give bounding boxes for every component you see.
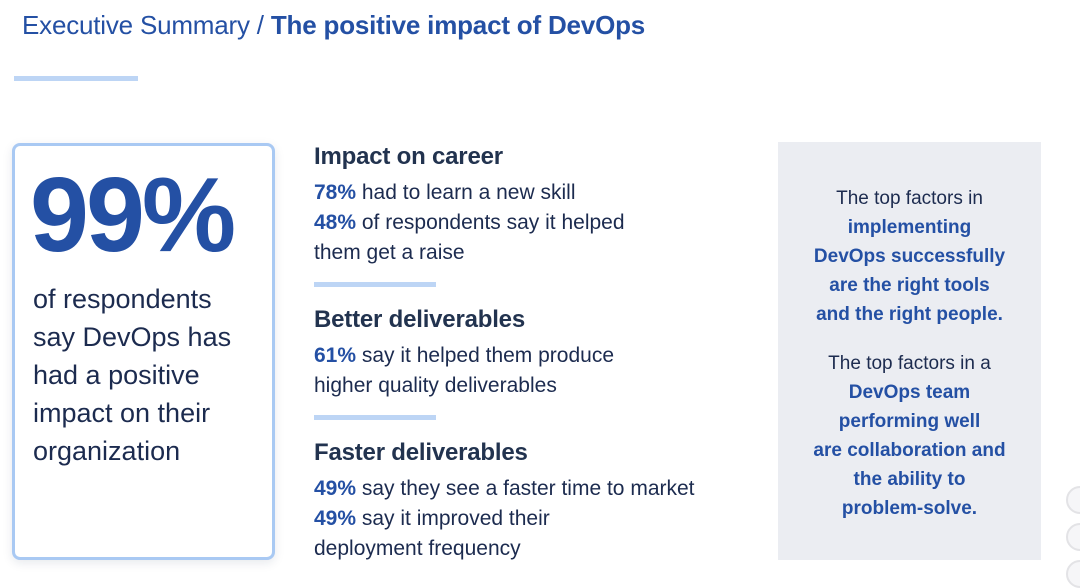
stat-line: higher quality deliverables [314,371,759,401]
headline-stat-description-line: say DevOps has [33,322,232,352]
callout-paragraph: The top factors in implementing DevOps suc… [786,184,1033,329]
impact-section: Impact on career 78% had to learn a new s… [314,142,759,268]
headline-stat-description-line: impact on their [33,398,211,428]
page-title-subject: The positive impact of DevOps [270,10,646,40]
headline-stat-card: 99% of respondents say DevOps has had a po… [12,143,275,560]
stat-percentage: 49% [314,507,357,530]
slide-canvas: { "title": { "regular": "Executive Summa… [12,8,1080,588]
stat-percentage: 48% [314,211,357,234]
section-stat-lines: 61% say it helped them produce higher qua… [314,341,759,401]
headline-stat-description-line: organization [33,436,181,466]
section-heading: Impact on career [314,143,503,170]
stat-line: deployment frequency [314,534,759,564]
section-heading: Better deliverables [314,306,525,333]
callout-bold-line: implementing [847,217,972,238]
stat-line: 78% had to learn a new skill [314,178,759,208]
decorative-circle [1066,523,1080,551]
stat-text: higher quality deliverables [314,374,557,397]
page-title-breadcrumb: Executive Summary / [22,10,271,40]
headline-stat-description-line: of respondents [33,284,212,314]
headline-stat-description: of respondents say DevOps has had a positi… [33,280,272,470]
stat-percentage: 78% [314,181,357,204]
callout-bold-line: problem-solve. [841,498,978,519]
stat-line: 49% say it improved their [314,504,759,534]
headline-stat-description-line: had a positive [33,360,200,390]
stat-percentage: 61% [314,344,357,367]
callout-plain-line: The top factors in [836,188,983,209]
section-heading: Faster deliverables [314,439,528,466]
callout-bold-line: and the right people. [816,304,1003,325]
callout-bold-line: the ability to [853,469,966,490]
decorative-circle [1066,560,1080,588]
stat-text: say they see a faster time to market [356,477,695,500]
stat-text: them get a raise [314,241,465,264]
headline-stat-value: 99% [30,156,236,274]
stat-line: 49% say they see a faster time to market [314,474,759,504]
stat-percentage: 49% [314,477,357,500]
callout-bold-line: are the right tools [829,275,990,296]
callout-plain-line: The top factors in a [828,353,991,374]
section-divider [314,282,436,287]
callout-paragraph: The top factors in a DevOps team performin… [786,349,1033,523]
stat-line: 48% of respondents say it helped [314,208,759,238]
section-divider [314,415,436,420]
stat-text: deployment frequency [314,537,521,560]
stat-text: say it helped them produce [356,344,615,367]
section-stat-lines: 49% say they see a faster time to market… [314,474,759,564]
callout-bold-line: performing well [838,411,981,432]
top-factors-callout-panel: The top factors in implementing DevOps suc… [778,142,1041,560]
stat-text: of respondents say it helped [356,211,625,234]
callout-bold-line: DevOps successfully [813,246,1006,267]
stat-line: 61% say it helped them produce [314,341,759,371]
impact-section: Better deliverables 61% say it helped the… [314,305,759,401]
stat-text: had to learn a new skill [356,181,576,204]
stat-line: them get a raise [314,238,759,268]
impact-section: Faster deliverables 49% say they see a fa… [314,438,759,564]
stat-text: say it improved their [356,507,550,530]
decorative-circle [1066,486,1080,514]
title-underline [14,76,138,81]
callout-bold-line: are collaboration and [813,440,1006,461]
page-title: Executive Summary / The positive impact … [22,8,645,42]
impact-sections-column: Impact on career 78% had to learn a new s… [314,142,759,564]
callout-bold-line: DevOps team [848,382,971,403]
section-stat-lines: 78% had to learn a new skill 48% of respo… [314,178,759,268]
